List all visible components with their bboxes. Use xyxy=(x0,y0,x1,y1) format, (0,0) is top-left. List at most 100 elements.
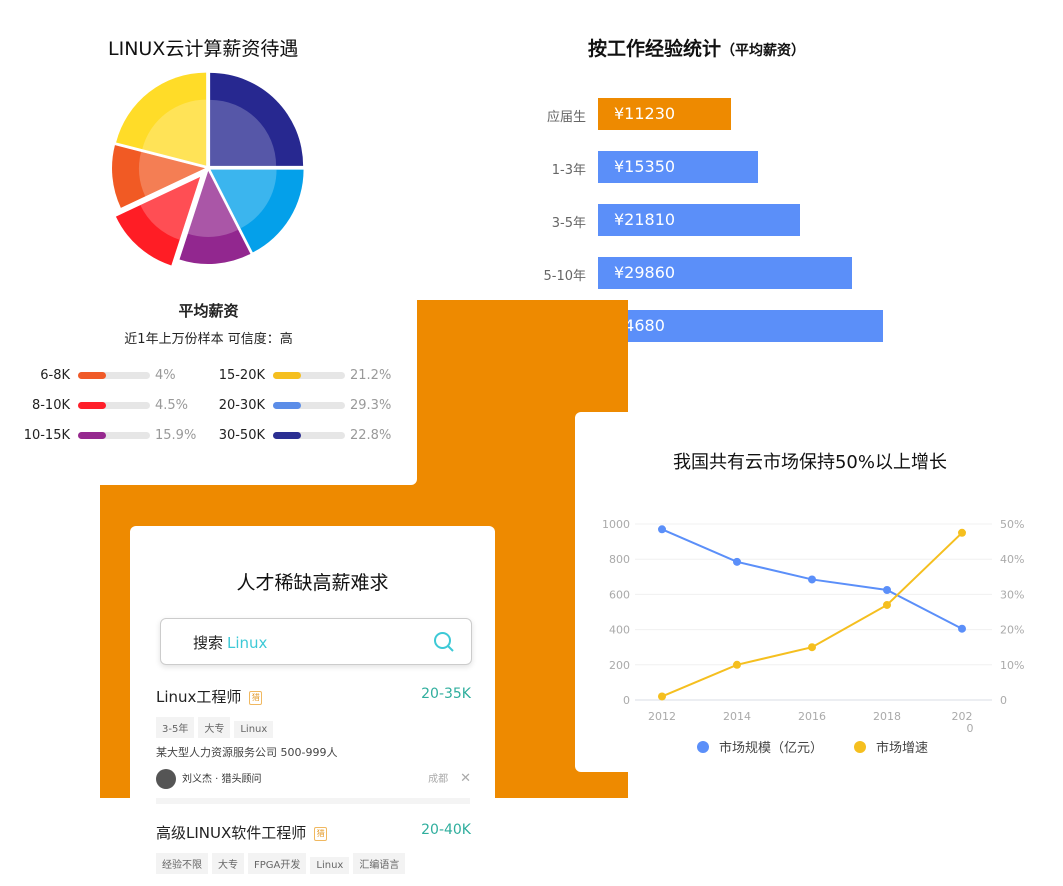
legend-range: 30-50K xyxy=(218,428,265,443)
bar-category-label: 应届生 xyxy=(546,110,586,125)
legend-item: 30-50K 22.8% xyxy=(195,426,392,446)
job-salary: 20-40K xyxy=(421,822,471,838)
job-salary: 20-35K xyxy=(421,686,471,702)
data-point xyxy=(733,660,741,669)
data-point xyxy=(658,525,666,534)
search-input[interactable]: 搜索 Linux xyxy=(160,618,472,665)
pie-slice xyxy=(112,145,206,208)
legend-percent: 4% xyxy=(155,368,176,383)
salary-pie-card: LINUX云计算薪资待遇 平均薪资 近1年上万份样本 可信度：高 6-8K 4% 8… xyxy=(0,0,417,485)
data-point xyxy=(958,624,966,633)
legend-item: 15-20K 21.2% xyxy=(195,366,392,386)
avg-salary-subtitle: 近1年上万份样本 可信度：高 xyxy=(124,332,293,347)
legend-percent: 21.2% xyxy=(350,368,392,383)
divider xyxy=(156,798,470,804)
legend-bar xyxy=(273,402,345,409)
bar-category-label: 3-5年 xyxy=(551,216,586,231)
job-tag: 汇编语言 xyxy=(353,853,406,874)
y-left-tick: 800 xyxy=(609,553,630,566)
legend-bar xyxy=(78,372,150,379)
pie-slice xyxy=(179,170,251,264)
x-tick: 2016 xyxy=(798,710,826,723)
close-icon[interactable]: ✕ xyxy=(460,771,471,786)
data-point xyxy=(883,586,891,594)
data-point xyxy=(658,692,666,701)
x-tick: 202 xyxy=(952,710,973,723)
pie-slice xyxy=(116,72,207,166)
job-item[interactable]: Linux工程师猎 20-35K 3-5年 大专 Linux 某大型人力资源服务公司… xyxy=(156,686,471,789)
cloud-market-line-chart: 0 0 200 10% 400 20% 600 30% 800 40% 1000 50% 2012 201… xyxy=(602,518,1024,756)
y-right-tick: 20% xyxy=(1000,624,1024,637)
y-left-tick: 0 xyxy=(623,694,630,707)
job-item[interactable]: 高级LINUX软件工程师猎 20-40K 经验不限 大专 FPGA开发 Linux 汇编… xyxy=(156,822,471,874)
legend-range: 10-15K xyxy=(23,428,70,443)
line-chart-title: 我国共有云市场保持50%以上增长 xyxy=(672,452,947,473)
cloud-market-card: 我国共有云市场保持50%以上增长 0 0 200 10% 400 20% 600 30% 800… xyxy=(575,412,1063,772)
pie-slice xyxy=(210,72,304,166)
legend-percent: 29.3% xyxy=(350,398,392,413)
search-value: Linux xyxy=(227,634,268,652)
bar: ¥21810 xyxy=(598,204,800,236)
y-left-tick: 400 xyxy=(609,624,630,637)
legend-item: 20-30K 29.3% xyxy=(195,396,392,416)
legend-bar xyxy=(78,432,150,439)
jobs-card: 人才稀缺高薪难求 搜索 Linux Linux工程师猎 20-35K 3-5年 大专… xyxy=(130,526,495,886)
data-point xyxy=(808,643,816,652)
x-tick: 2018 xyxy=(873,710,901,723)
bar-category-label: 5-10年 xyxy=(543,269,586,284)
legend-item: 6-8K 4% xyxy=(0,366,176,386)
bar: 34680 xyxy=(598,310,884,342)
bar: ¥29860 xyxy=(598,257,853,289)
legend-label: 市场规模（亿元） xyxy=(719,740,823,756)
y-right-tick: 10% xyxy=(1000,659,1024,672)
y-left-tick: 600 xyxy=(609,588,630,601)
legend-item: 10-15K 15.9% xyxy=(0,426,197,446)
company-info: 某大型人力资源服务公司 500-999人 xyxy=(156,746,338,759)
legend-percent: 22.8% xyxy=(350,428,392,443)
legend-range: 6-8K xyxy=(40,368,70,383)
legend-label: 市场增速 xyxy=(876,740,928,756)
bar-chart-title: 按工作经验统计（平均薪资） xyxy=(588,38,806,60)
y-right-tick: 40% xyxy=(1000,553,1024,566)
avatar xyxy=(156,769,176,789)
y-left-tick: 200 xyxy=(609,659,630,672)
legend-bar xyxy=(78,402,150,409)
legend-percent: 4.5% xyxy=(155,398,189,413)
legend-range: 20-30K xyxy=(218,398,265,413)
y-right-tick: 0 xyxy=(1000,694,1007,707)
job-name: 高级LINUX软件工程师 xyxy=(156,824,307,842)
pie-slice xyxy=(115,177,201,266)
pie-slice xyxy=(210,169,304,253)
x-tick: 2014 xyxy=(723,710,751,723)
y-left-tick: 1000 xyxy=(602,518,630,531)
legend-percent: 15.9% xyxy=(155,428,197,443)
bar: ¥11230 xyxy=(598,98,731,130)
job-tag: Linux xyxy=(234,721,274,738)
legend-item: 8-10K 4.5% xyxy=(0,396,188,416)
job-tag: 经验不限 xyxy=(156,853,208,874)
data-point xyxy=(733,557,741,566)
avg-salary-title: 平均薪资 xyxy=(178,302,239,320)
search-icon[interactable] xyxy=(433,631,455,653)
recruiter: 刘义杰 · 猎头顾问 xyxy=(182,774,262,785)
series-line xyxy=(661,532,963,698)
job-city: 成都 xyxy=(428,774,449,785)
pie-title: LINUX云计算薪资待遇 xyxy=(108,38,299,60)
job-tag: Linux xyxy=(310,857,350,874)
y-right-tick: 50% xyxy=(1000,518,1024,531)
legend-bar xyxy=(273,432,345,439)
legend-marker xyxy=(854,741,866,753)
data-point xyxy=(883,600,891,609)
legend-marker xyxy=(697,741,709,753)
jobs-title: 人才稀缺高薪难求 xyxy=(236,572,389,594)
data-point xyxy=(808,575,816,584)
search-label: 搜索 xyxy=(193,634,224,652)
headhunter-badge: 猎 xyxy=(249,690,263,705)
job-tag: FPGA开发 xyxy=(248,853,307,874)
legend-bar xyxy=(273,372,345,379)
job-tag: 大专 xyxy=(198,717,231,738)
legend-range: 8-10K xyxy=(31,398,70,413)
bar-category-label: 1-3年 xyxy=(551,163,586,178)
data-point xyxy=(958,528,966,537)
headhunter-badge: 猎 xyxy=(314,826,328,841)
